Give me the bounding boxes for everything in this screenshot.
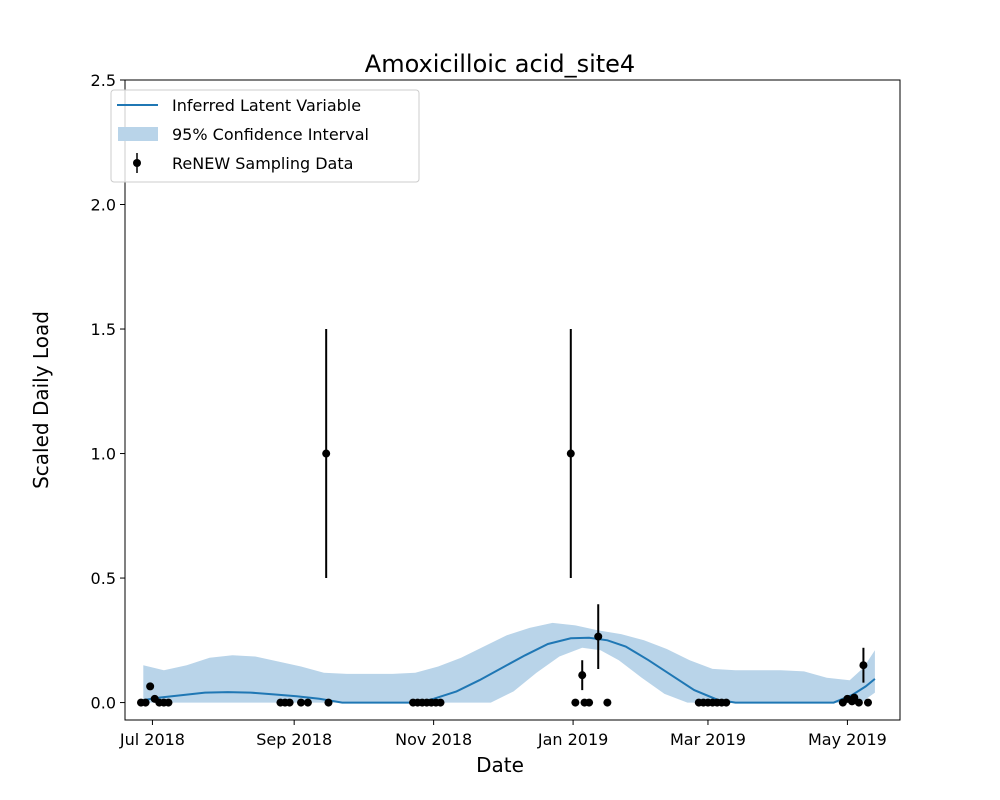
x-tick-label: Jul 2018 (119, 730, 185, 749)
sample-point (722, 698, 731, 707)
legend-entry-latent: Inferred Latent Variable (172, 96, 361, 115)
legend-entry-confidence: 95% Confidence Interval (172, 125, 369, 144)
y-tick-label: 1.5 (91, 320, 116, 339)
sample-point (571, 698, 580, 707)
sample-point (854, 698, 863, 707)
sample-point (141, 698, 150, 707)
sample-point (297, 698, 306, 707)
sample-point (863, 698, 872, 707)
legend-band-swatch (118, 127, 158, 141)
legend-box (110, 89, 420, 183)
sample-point (146, 682, 155, 691)
sample-point (322, 449, 331, 458)
sample-point (164, 698, 173, 707)
sample-point (285, 698, 294, 707)
sample-point (859, 661, 868, 670)
x-axis-title: Date (476, 753, 524, 777)
legend-entry-samples: ReNEW Sampling Data (172, 154, 353, 173)
sample-point (324, 698, 333, 707)
y-tick-label: 2.5 (91, 71, 116, 90)
y-axis-title: Scaled Daily Load (29, 311, 53, 489)
x-tick-label: Nov 2018 (395, 730, 472, 749)
sample-point (303, 698, 312, 707)
sample-point (566, 449, 575, 458)
x-tick-label: Jan 2019 (537, 730, 608, 749)
sample-point (585, 698, 594, 707)
sample-point (436, 698, 445, 707)
sample-point (578, 671, 587, 680)
sample-point (603, 698, 612, 707)
y-tick-label: 0.0 (91, 694, 116, 713)
x-tick-label: Mar 2019 (670, 730, 746, 749)
y-tick-label: 0.5 (91, 569, 116, 588)
x-tick-label: May 2019 (808, 730, 887, 749)
plot-frame (124, 79, 901, 721)
sample-point (594, 632, 603, 641)
chart-title: Amoxicilloic acid_site4 (365, 50, 635, 78)
axes: 0.0 0.5 1.0 1.5 2.0 2.5 Jul 2018 Sep 2018 Nov 20… (91, 71, 887, 749)
y-tick-label: 1.0 (91, 445, 116, 464)
legend-marker-swatch (133, 159, 141, 167)
x-tick-label: Sep 2018 (256, 730, 332, 749)
plot-area (137, 329, 876, 707)
y-tick-label: 2.0 (91, 196, 116, 215)
confidence-band (143, 622, 875, 703)
legend: Inferred Latent Variable 95% Confidence … (110, 89, 420, 183)
